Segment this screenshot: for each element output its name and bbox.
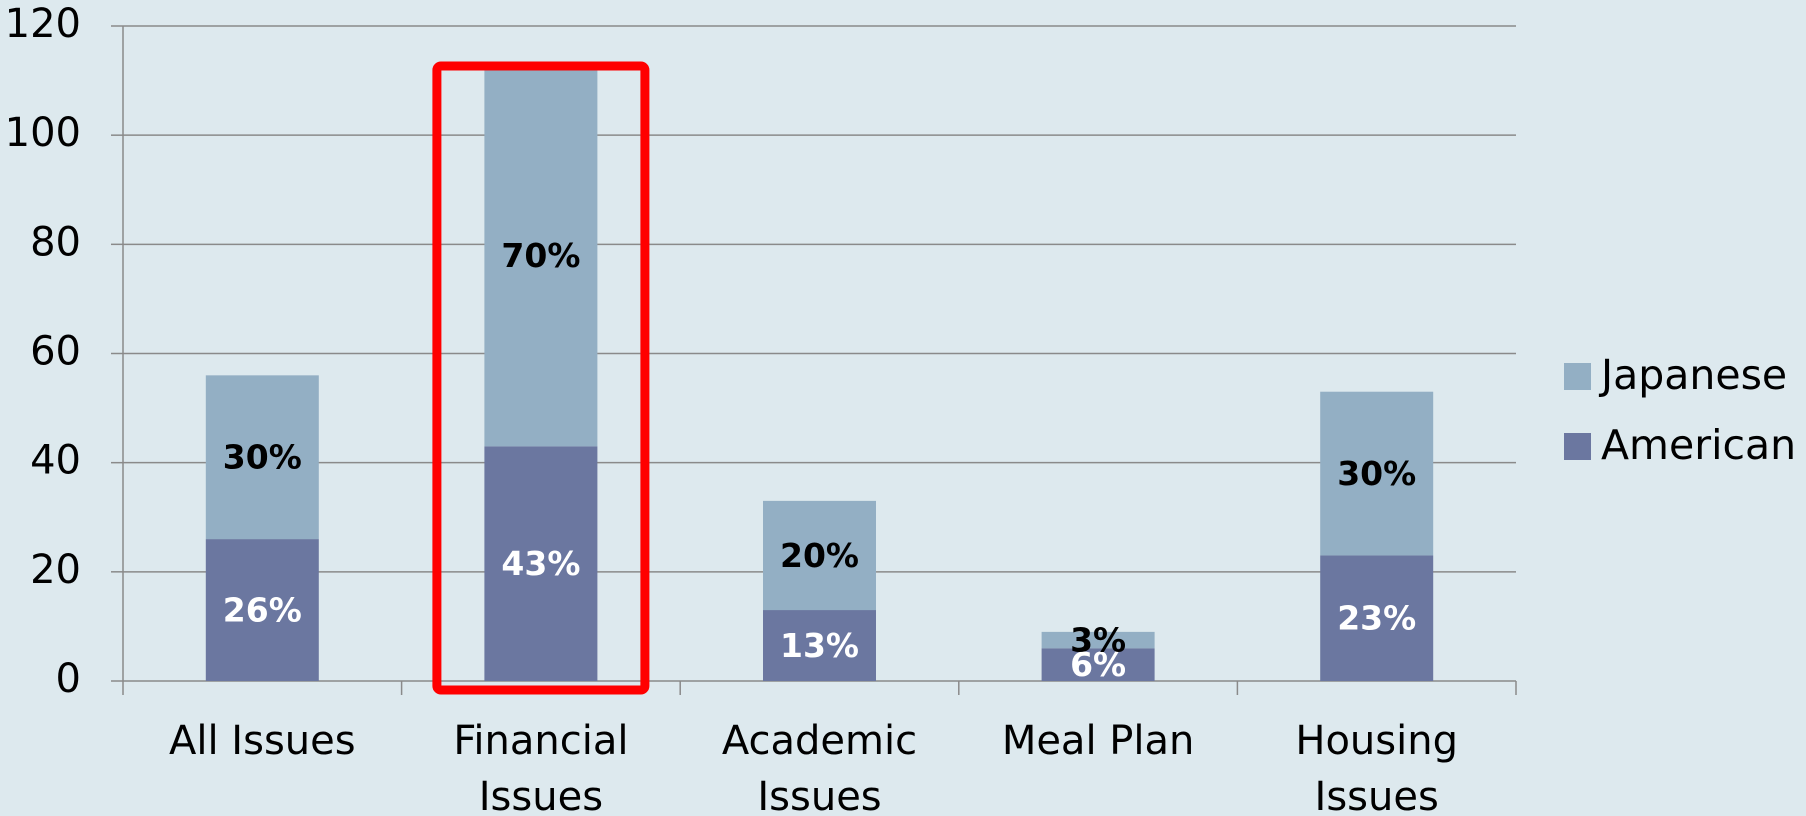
data-label: 70%	[501, 236, 580, 275]
data-label: 20%	[780, 536, 859, 575]
data-label: 30%	[1337, 454, 1416, 493]
bar-segment	[1041, 631, 1155, 649]
data-label: 6%	[1070, 645, 1126, 684]
bar-segment	[763, 500, 876, 611]
data-label: 43%	[501, 544, 580, 583]
data-label: 13%	[780, 626, 859, 665]
y-tick-label: 40	[30, 438, 81, 484]
y-tick-label: 80	[30, 219, 81, 265]
y-tick-label: 100	[5, 110, 81, 156]
bar-segment	[484, 446, 598, 681]
y-tick-label: 20	[30, 547, 81, 593]
data-label: 30%	[223, 438, 302, 477]
data-label: 23%	[1337, 599, 1416, 638]
x-tick-label: All Issues	[169, 718, 356, 764]
legend-label: Japanese	[1598, 351, 1787, 399]
legend-swatch	[1564, 433, 1591, 460]
y-tick-label: 60	[30, 329, 81, 375]
bar-segment	[1320, 555, 1434, 681]
bar-segment	[205, 539, 319, 681]
data-label: 3%	[1070, 621, 1126, 660]
legend-swatch	[1564, 363, 1591, 390]
x-tick-label: Financial Issues	[453, 718, 629, 816]
legend-label: American	[1601, 421, 1796, 469]
x-tick-label: Meal Plan	[1001, 718, 1195, 764]
x-tick-label: Academic Issues	[721, 718, 918, 816]
bar-segment	[484, 64, 598, 447]
bar-segment	[1041, 648, 1155, 681]
highlight-box	[432, 61, 650, 695]
data-label: 26%	[223, 591, 302, 630]
bar-segment	[763, 610, 876, 681]
y-tick-label: 120	[5, 1, 81, 47]
bar-segment	[1320, 391, 1434, 556]
bar-segment	[205, 375, 319, 540]
x-tick-label: Housing Issues	[1295, 718, 1458, 816]
y-tick-label: 0	[56, 656, 81, 702]
